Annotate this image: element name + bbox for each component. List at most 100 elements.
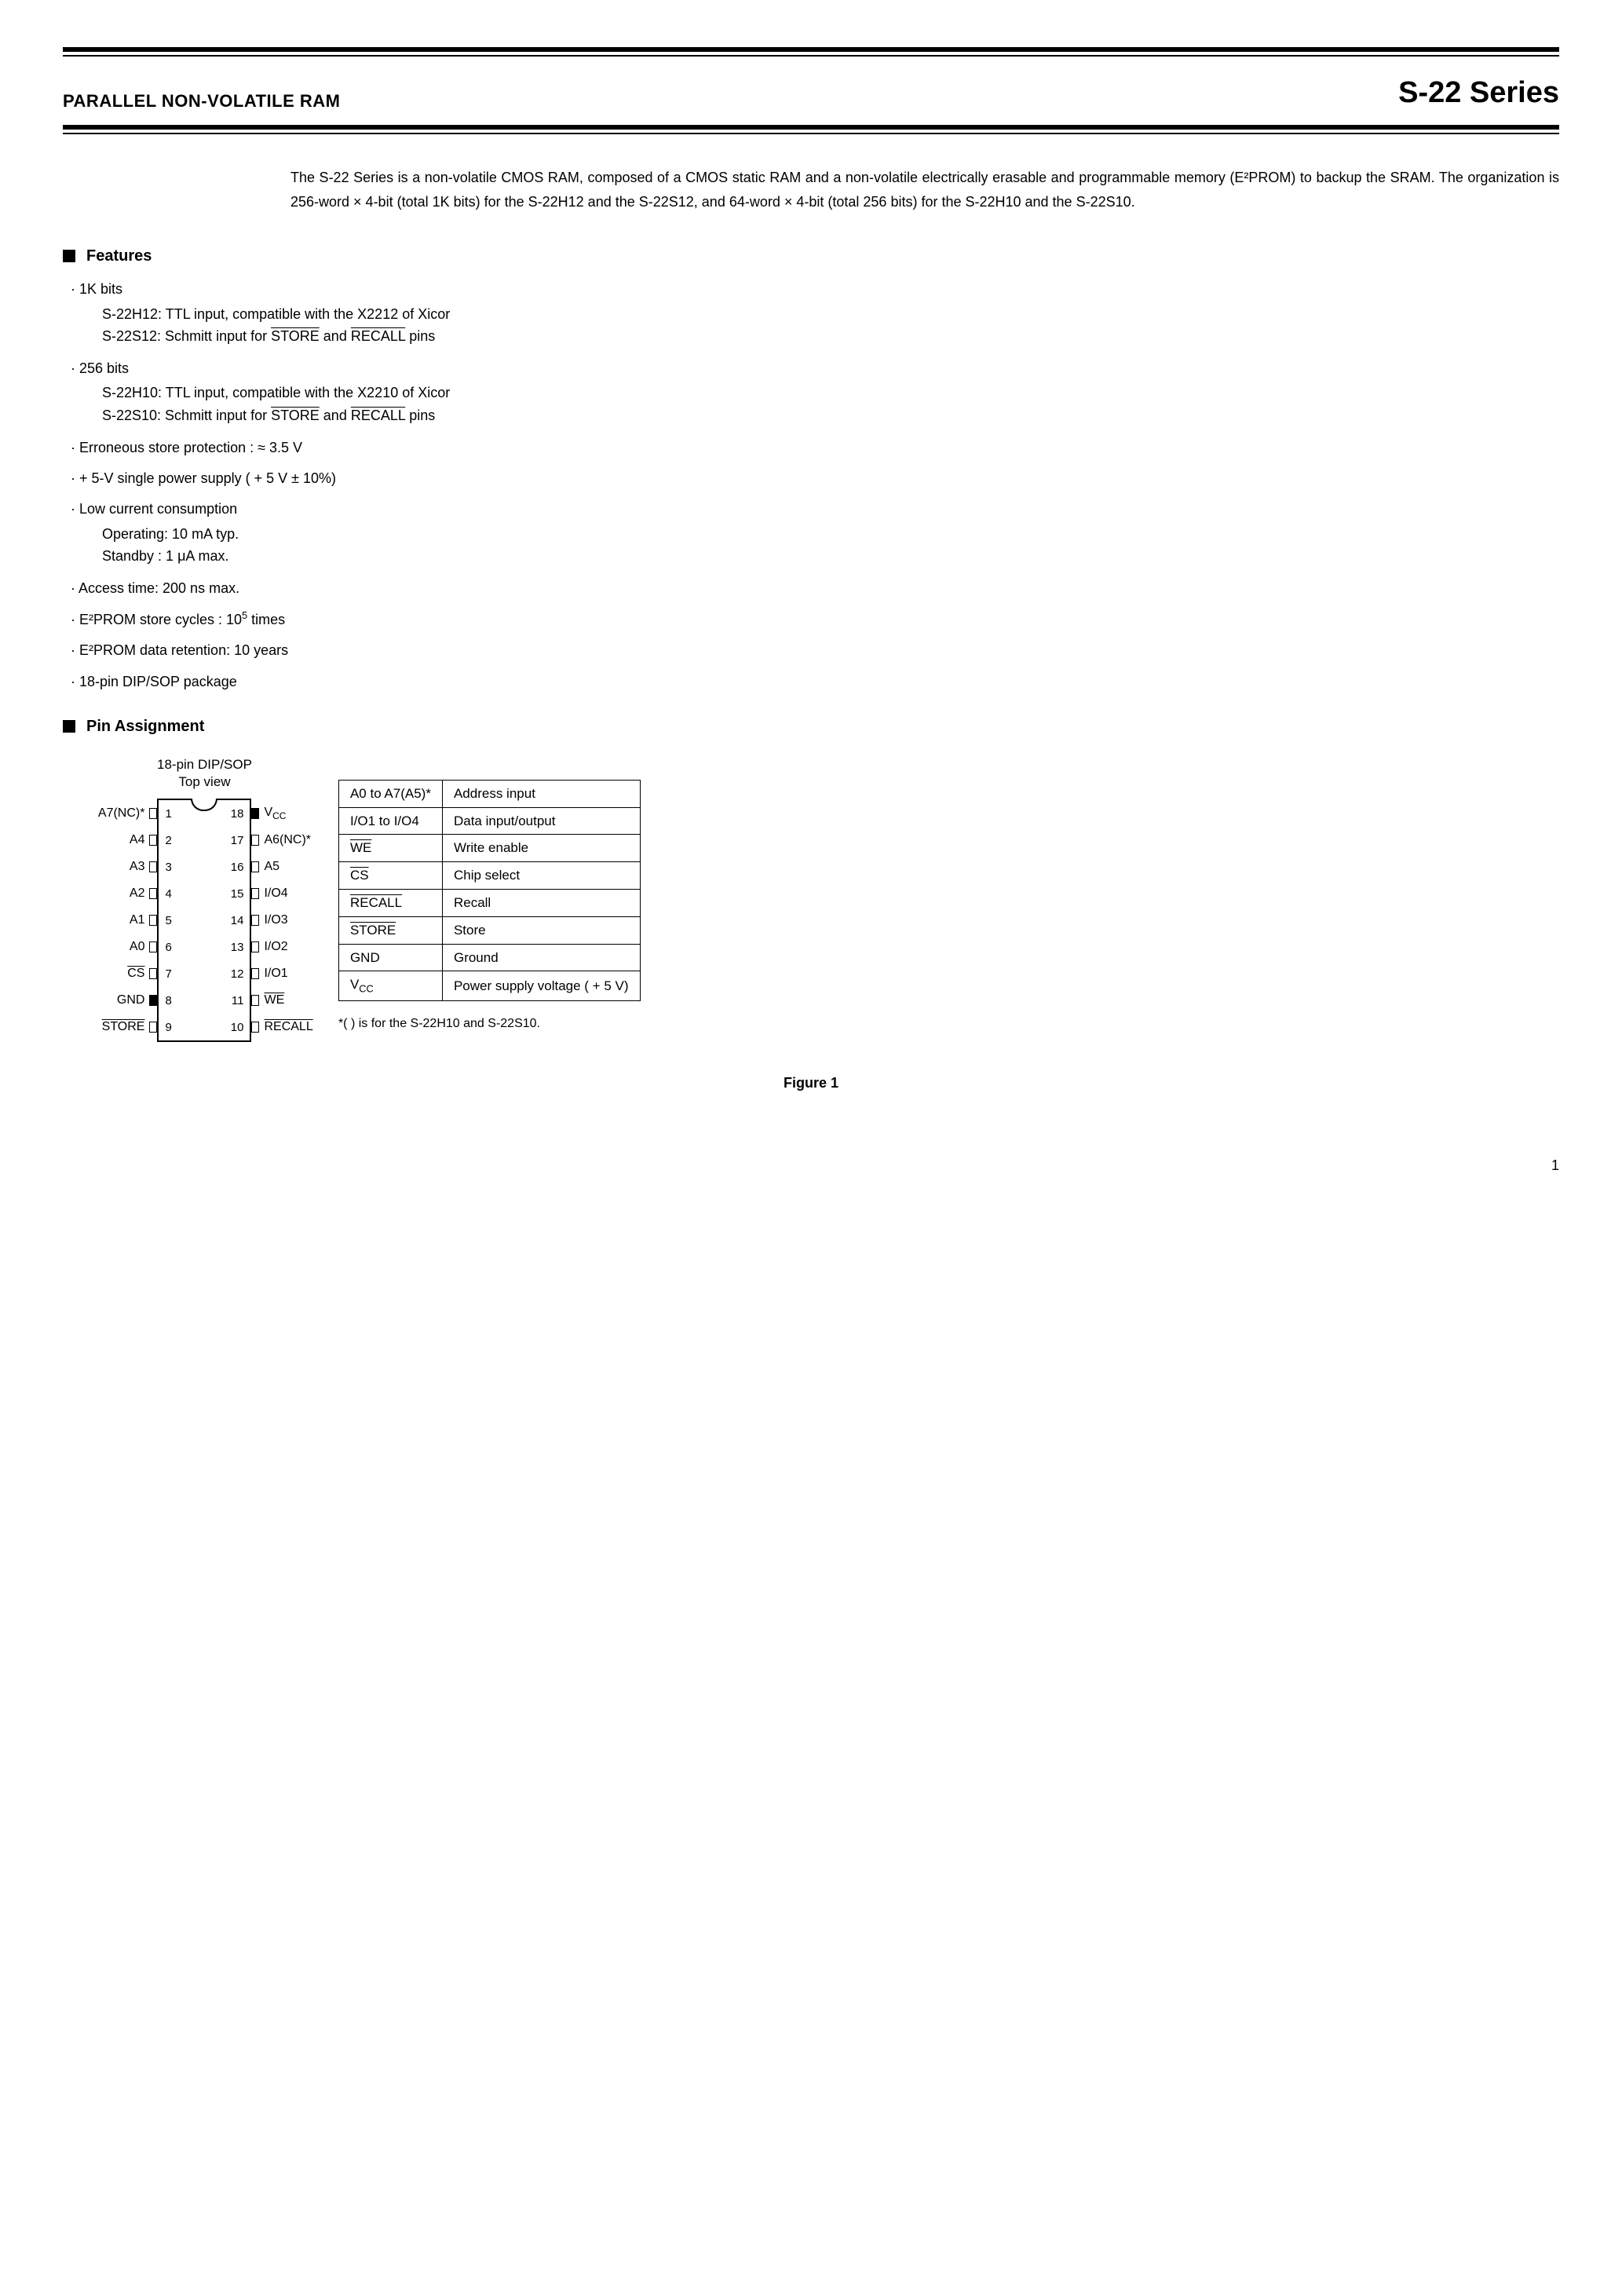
feature-item: · Erroneous store protection : ≈ 3.5 V <box>71 438 1559 458</box>
pin-label-left: CS <box>127 965 144 982</box>
pin-number-left: 2 <box>165 832 171 849</box>
pin-number-right: 11 <box>232 993 244 1009</box>
pin-lead-icon <box>149 995 157 1006</box>
table-row: WEWrite enable <box>338 835 640 862</box>
pin-row: A0613I/O2 <box>159 934 250 960</box>
feature-sub: S-22H12: TTL input, compatible with the … <box>102 303 1559 326</box>
pin-lead-icon <box>149 941 157 952</box>
pin-label-right: I/O1 <box>264 965 287 982</box>
pin-number-right: 17 <box>231 832 244 849</box>
table-row: A0 to A7(A5)*Address input <box>338 780 640 807</box>
table-row: CSChip select <box>338 862 640 890</box>
feature-item: · Low current consumption <box>71 499 1559 519</box>
features-heading: Features <box>63 245 1559 267</box>
pin-diagram: 18-pin DIP/SOP Top view A7(NC)*118VCCA42… <box>157 756 252 1042</box>
header-bottom-rule <box>63 125 1559 134</box>
pin-area: 18-pin DIP/SOP Top view A7(NC)*118VCCA42… <box>157 756 1559 1042</box>
pin-number-right: 15 <box>231 886 244 902</box>
pin-desc-cell: Data input/output <box>442 807 640 835</box>
pin-number-right: 13 <box>231 939 244 956</box>
pin-label-left: A2 <box>130 885 145 902</box>
pin-lead-icon <box>149 835 157 846</box>
feature-sub: S-22S10: Schmitt input for STORE and REC… <box>102 404 1559 427</box>
pin-number-left: 5 <box>165 912 171 929</box>
feature-sub: S-22S12: Schmitt input for STORE and REC… <box>102 325 1559 348</box>
pin-label-right: I/O2 <box>264 938 287 956</box>
pin-assignment-title: Pin Assignment <box>86 715 204 737</box>
feature-item: · 18-pin DIP/SOP package <box>71 672 1559 692</box>
pin-lead-icon <box>149 888 157 899</box>
pin-label-left: A4 <box>130 832 145 849</box>
pin-desc-cell: Chip select <box>442 862 640 890</box>
pin-row: A4217A6(NC)* <box>159 827 250 854</box>
pin-lead-icon <box>251 1022 259 1033</box>
pin-lead-icon <box>251 861 259 872</box>
pin-name-cell: GND <box>338 944 442 971</box>
pin-label-left: GND <box>117 992 145 1009</box>
pin-lead-icon <box>251 808 259 819</box>
pin-label-right: I/O3 <box>264 912 287 929</box>
pin-desc-cell: Write enable <box>442 835 640 862</box>
header: PARALLEL NON-VOLATILE RAM S-22 Series <box>63 57 1559 125</box>
pin-lead-icon <box>251 941 259 952</box>
pin-label-right: A6(NC)* <box>264 832 311 849</box>
pin-row: CS712I/O1 <box>159 960 250 987</box>
intro-paragraph: The S-22 Series is a non-volatile CMOS R… <box>290 166 1559 214</box>
pin-row: A3316A5 <box>159 854 250 880</box>
pin-desc-cell: Recall <box>442 890 640 917</box>
pin-desc-cell: Ground <box>442 944 640 971</box>
pin-label-right: RECALL <box>264 1018 312 1036</box>
pin-row: A2415I/O4 <box>159 880 250 907</box>
feature-item: · Access time: 200 ns max. <box>71 579 1559 598</box>
feature-sub: Operating: 10 mA typ. <box>102 523 1559 546</box>
pin-name-cell: I/O1 to I/O4 <box>338 807 442 835</box>
pin-row: A7(NC)*118VCC <box>159 800 250 827</box>
pin-number-right: 16 <box>231 859 244 876</box>
pin-label-right: WE <box>264 992 284 1009</box>
pin-desc-cell: Power supply voltage ( + 5 V) <box>442 971 640 1000</box>
pin-name-cell: CS <box>338 862 442 890</box>
header-left: PARALLEL NON-VOLATILE RAM <box>63 90 340 114</box>
pin-lead-icon <box>251 968 259 979</box>
feature-sub: Standby : 1 μA max. <box>102 545 1559 568</box>
pin-number-right: 18 <box>231 806 244 822</box>
pin-number-right: 10 <box>231 1019 244 1036</box>
square-bullet-icon <box>63 720 75 733</box>
square-bullet-icon <box>63 250 75 262</box>
pin-label-right: I/O4 <box>264 885 287 902</box>
pin-lead-icon <box>149 808 157 819</box>
pin-lead-icon <box>251 888 259 899</box>
pin-label-right: VCC <box>264 804 286 823</box>
pin-number-left: 4 <box>165 886 171 902</box>
pin-lead-icon <box>251 835 259 846</box>
pin-number-left: 7 <box>165 966 171 982</box>
pin-label-right: A5 <box>264 858 279 876</box>
pin-name-cell: RECALL <box>338 890 442 917</box>
pin-table-wrap: A0 to A7(A5)*Address inputI/O1 to I/O4Da… <box>338 780 641 1033</box>
pin-desc-cell: Address input <box>442 780 640 807</box>
header-right: S-22 Series <box>1398 72 1559 114</box>
pin-label-left: A7(NC)* <box>98 805 145 822</box>
pin-number-left: 9 <box>165 1019 171 1036</box>
feature-item: · 256 bits <box>71 359 1559 378</box>
pin-row: STORE910RECALL <box>159 1014 250 1040</box>
pin-name-cell: STORE <box>338 916 442 944</box>
table-row: RECALLRecall <box>338 890 640 917</box>
pin-row: A1514I/O3 <box>159 907 250 934</box>
pin-name-cell: VCC <box>338 971 442 1000</box>
pin-title-line2: Top view <box>178 774 230 789</box>
pin-name-cell: A0 to A7(A5)* <box>338 780 442 807</box>
pin-footnote: *( ) is for the S-22H10 and S-22S10. <box>338 1015 641 1033</box>
page-number: 1 <box>63 1156 1559 1175</box>
pin-number-left: 6 <box>165 939 171 956</box>
pin-number-left: 8 <box>165 993 171 1009</box>
top-rule <box>63 47 1559 57</box>
feature-sub: S-22H10: TTL input, compatible with the … <box>102 382 1559 404</box>
pin-name-cell: WE <box>338 835 442 862</box>
feature-item: · 1K bits <box>71 280 1559 299</box>
feature-item: · E²PROM data retention: 10 years <box>71 641 1559 660</box>
pin-label-left: A1 <box>130 912 145 929</box>
pin-number-right: 14 <box>231 912 244 929</box>
pin-lead-icon <box>149 1022 157 1033</box>
pin-lead-icon <box>149 915 157 926</box>
